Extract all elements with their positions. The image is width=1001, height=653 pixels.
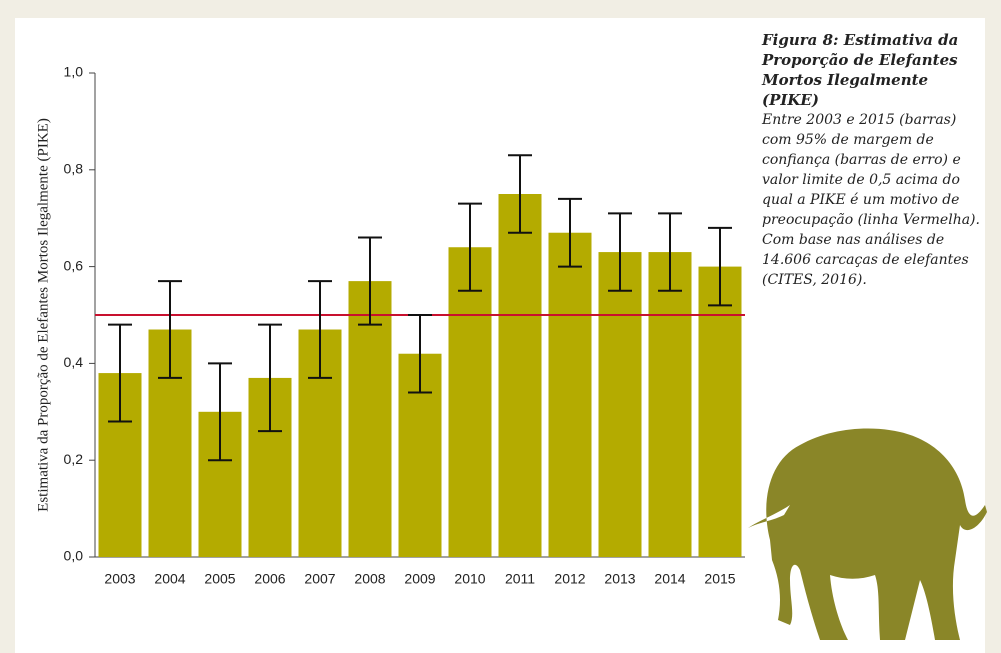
error-bar — [308, 280, 332, 379]
bar — [698, 266, 742, 557]
x-tick-label: 2003 — [104, 571, 135, 587]
y-tick-label: 0,4 — [64, 354, 84, 370]
error-bar — [708, 226, 732, 307]
x-tick-label: 2007 — [304, 571, 335, 587]
error-bar — [208, 362, 232, 462]
x-tick-label: 2005 — [204, 571, 235, 587]
x-tick-label: 2004 — [154, 571, 185, 587]
error-bar — [358, 236, 382, 326]
chart-subtitle: Entre 2003 e 2015 (barras) com 95% de ma… — [762, 112, 980, 288]
y-tick-label: 0,8 — [64, 161, 84, 177]
error-bar — [458, 202, 482, 292]
x-tick-label: 2014 — [654, 571, 685, 587]
error-bar — [558, 197, 582, 268]
bar — [498, 194, 542, 557]
x-tick-label: 2013 — [604, 571, 635, 587]
error-bar — [508, 154, 532, 234]
bar — [348, 281, 392, 557]
bar — [548, 232, 592, 557]
bar — [448, 247, 492, 558]
x-tick-label: 2011 — [505, 571, 535, 587]
error-bar — [258, 323, 282, 433]
error-bar — [608, 212, 632, 292]
caption: Figura 8: Estimativa da Proporção de Ele… — [762, 30, 987, 290]
y-tick-label: 0,6 — [64, 257, 84, 273]
x-tick-label: 2009 — [404, 571, 435, 587]
x-tick-label: 2010 — [454, 571, 485, 587]
bar — [648, 252, 692, 557]
error-bar — [658, 212, 682, 292]
error-bar — [408, 314, 432, 394]
bar — [598, 252, 642, 557]
error-bar — [158, 280, 182, 379]
y-tick-label: 1,0 — [64, 64, 84, 80]
chart-title: Figura 8: Estimativa da Proporção de Ele… — [762, 31, 959, 109]
x-tick-label: 2012 — [554, 571, 585, 587]
x-tick-label: 2008 — [354, 571, 385, 587]
x-tick-label: 2015 — [704, 571, 735, 587]
elephant-icon — [748, 428, 987, 640]
error-bar — [108, 323, 132, 423]
y-axis-title: Estimativa da Proporção de Elefantes Mor… — [35, 118, 51, 512]
y-tick-label: 0,2 — [64, 451, 84, 467]
y-tick-label: 0,0 — [64, 548, 84, 564]
x-tick-label: 2006 — [254, 571, 285, 587]
